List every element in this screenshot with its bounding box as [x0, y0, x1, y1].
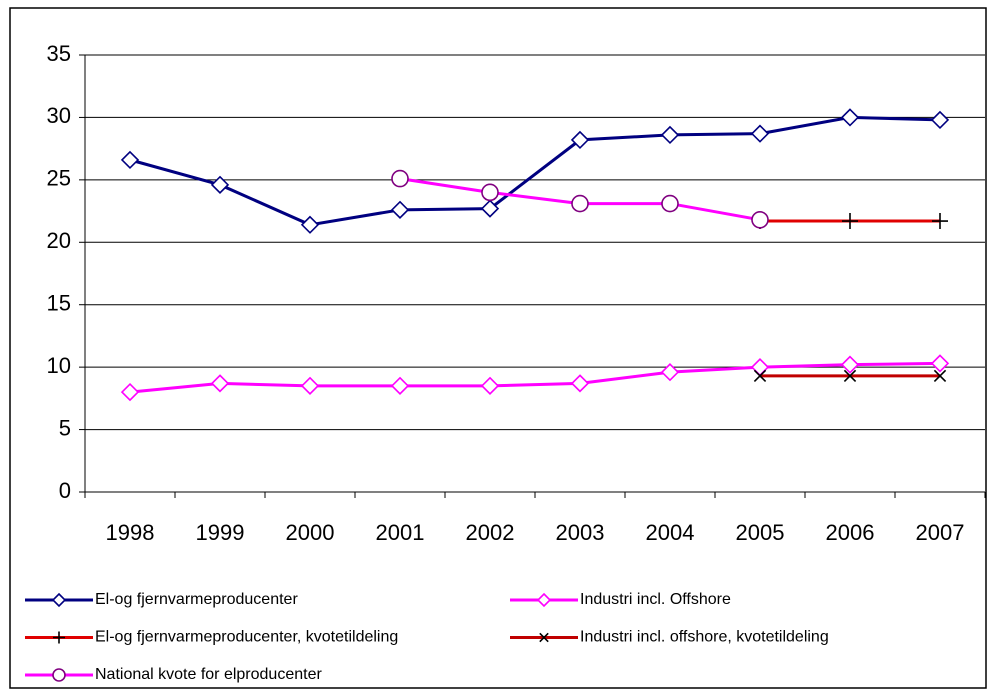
y-tick-label: 35 — [47, 41, 71, 66]
legend-marker — [539, 632, 549, 643]
y-tick-label: 5 — [59, 415, 71, 440]
data-point — [571, 194, 589, 213]
data-point — [300, 376, 320, 396]
data-point — [932, 213, 948, 230]
legend-label: Industri incl. Offshore — [580, 591, 731, 608]
x-tick-label: 2005 — [736, 520, 785, 545]
data-point — [933, 369, 947, 383]
data-point — [570, 130, 590, 150]
y-tick-label: 25 — [47, 166, 71, 191]
data-point — [480, 199, 500, 218]
y-tick-label: 30 — [47, 103, 71, 128]
series-line — [129, 361, 941, 394]
data-point — [751, 211, 769, 229]
x-tick-label: 1998 — [106, 520, 155, 545]
data-point — [840, 355, 860, 374]
x-tick-label: 2002 — [466, 520, 515, 545]
chart-frame — [9, 7, 987, 689]
x-tick-label: 2000 — [286, 520, 335, 545]
data-point — [480, 376, 500, 396]
data-point — [390, 376, 410, 396]
data-point — [930, 354, 950, 373]
legend-label: Industri incl. offshore, kvotetildeling — [580, 629, 829, 646]
legend-marker — [536, 592, 552, 608]
data-point — [391, 169, 409, 188]
series-line — [129, 115, 941, 227]
x-tick-label: 2004 — [646, 520, 695, 545]
data-point — [753, 369, 767, 383]
x-tick-label: 2006 — [826, 520, 875, 545]
x-tick-label: 2007 — [916, 520, 965, 545]
data-point — [481, 183, 499, 202]
data-point — [661, 194, 679, 213]
data-point — [660, 363, 680, 382]
legend-label: National kvote for elproducenter — [95, 666, 322, 683]
data-point — [300, 215, 320, 234]
data-point — [930, 110, 950, 130]
data-point — [210, 175, 230, 194]
data-point — [840, 108, 860, 127]
legend-marker — [53, 631, 65, 644]
legend-label: El-og fjernvarmeproducenter, kvotetildel… — [95, 629, 398, 646]
y-tick-label: 15 — [47, 291, 71, 316]
x-tick-label: 2001 — [376, 520, 425, 545]
data-point — [390, 200, 410, 219]
data-point — [660, 125, 680, 145]
data-point — [120, 382, 140, 402]
data-point — [750, 124, 770, 143]
y-tick-label: 10 — [47, 353, 71, 378]
data-point — [570, 374, 590, 393]
data-point — [120, 150, 140, 170]
legend-label: El-og fjernvarmeproducenter — [95, 591, 298, 608]
legend-marker — [51, 592, 67, 608]
y-tick-label: 0 — [59, 478, 71, 503]
data-point — [842, 213, 858, 230]
legend-marker — [52, 668, 66, 682]
y-tick-label: 20 — [47, 228, 71, 253]
x-tick-label: 1999 — [196, 520, 245, 545]
data-point — [843, 369, 857, 383]
x-tick-label: 2003 — [556, 520, 605, 545]
data-point — [210, 374, 230, 393]
